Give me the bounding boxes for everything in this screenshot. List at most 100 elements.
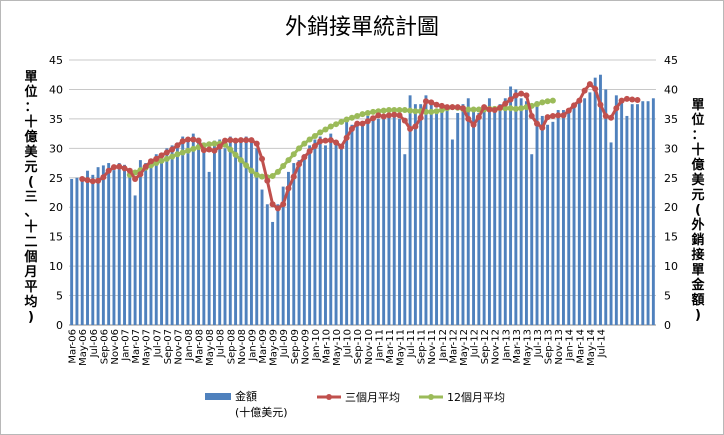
axis-title-char: 元 [691, 188, 704, 203]
point-3m [243, 137, 250, 144]
point-12m [359, 111, 366, 118]
point-3m [317, 138, 324, 145]
x-tick-label: Jul-12 [470, 329, 481, 358]
bar [255, 148, 259, 325]
bar [128, 173, 132, 325]
point-12m [285, 157, 292, 164]
x-tick-label: May-12 [459, 329, 470, 366]
point-3m [385, 112, 392, 119]
point-3m [222, 137, 229, 144]
bar [376, 118, 380, 325]
point-3m [95, 177, 102, 184]
legend-label-bars-unit: (十億美元) [235, 405, 288, 419]
axis-title-char: 接 [691, 247, 704, 263]
bar [551, 121, 555, 325]
bar [387, 113, 391, 325]
bar [514, 89, 518, 325]
y-tick-right: 35 [664, 113, 678, 126]
point-3m [544, 114, 551, 121]
x-tick-label: Jul-09 [279, 329, 290, 358]
point-3m [79, 175, 86, 182]
axis-title-char: 十 [691, 142, 704, 158]
x-tick-label: Jul-10 [343, 329, 354, 358]
legend-marker-3m [326, 394, 332, 400]
bar [138, 160, 142, 325]
point-3m [179, 138, 186, 145]
point-12m [348, 114, 355, 121]
y-tick-right: 5 [664, 290, 671, 303]
bar [366, 115, 370, 325]
bar [435, 110, 438, 325]
point-3m [412, 123, 419, 130]
y-tick-right: 45 [664, 54, 678, 67]
axis-title-char: 平 [24, 280, 37, 295]
bar [466, 98, 470, 326]
point-12m [206, 141, 213, 148]
x-tick-label: Nov-07 [173, 329, 184, 365]
legend-label-12m: 12個月平均 [447, 391, 505, 404]
point-3m [147, 158, 154, 165]
point-12m [227, 146, 234, 153]
y-tick-left: 45 [49, 54, 63, 67]
point-12m [370, 108, 377, 115]
bar [70, 178, 74, 325]
point-12m [253, 171, 260, 178]
point-3m [253, 140, 260, 147]
point-3m [237, 137, 244, 144]
bar [302, 154, 306, 325]
point-3m [417, 114, 424, 121]
axis-title-char: 三 [24, 190, 37, 205]
bar [361, 121, 364, 325]
point-12m [438, 107, 445, 114]
point-3m [481, 104, 488, 111]
y-tick-right: 25 [664, 172, 678, 185]
x-tick-label: Mar-14 [575, 329, 586, 364]
x-tick-label: Sep-08 [226, 329, 237, 364]
point-3m [348, 125, 355, 132]
point-12m [237, 157, 244, 164]
y-tick-right: 20 [664, 201, 678, 214]
axis-title-char: 元 [24, 160, 37, 175]
bar [350, 124, 354, 326]
y-tick-right: 10 [664, 260, 678, 273]
point-3m [555, 112, 562, 119]
point-3m [496, 104, 503, 111]
bar [324, 145, 327, 325]
point-12m [401, 107, 408, 114]
y-tick-left: 35 [49, 113, 63, 126]
point-3m [322, 137, 329, 144]
axis-title-char: 億 [691, 157, 704, 173]
bar [96, 167, 100, 325]
legend-label-3m: 三個月平均 [345, 391, 400, 404]
point-12m [396, 107, 403, 114]
point-12m [296, 145, 303, 152]
point-12m [311, 132, 318, 139]
point-12m [280, 163, 287, 169]
axis-title-char: 單 [24, 70, 37, 85]
bar [339, 148, 343, 325]
point-3m [539, 124, 546, 131]
x-tick-label: May-07 [142, 329, 153, 366]
axis-title-char: 美 [691, 172, 705, 188]
bar [424, 95, 428, 325]
point-12m [174, 151, 181, 158]
point-3m [274, 205, 281, 212]
point-3m [290, 173, 297, 180]
x-tick-label: Jan-08 [184, 329, 195, 362]
bar [546, 124, 550, 326]
bar [170, 145, 174, 325]
point-12m [322, 126, 329, 133]
axis-title-char: ( [695, 203, 701, 218]
x-tick-label: Mar-11 [385, 329, 396, 364]
axis-title-char: 、 [24, 205, 37, 220]
point-3m [296, 161, 303, 168]
axis-title-char: 月 [23, 265, 37, 280]
point-12m [539, 99, 546, 106]
bar [646, 101, 650, 325]
point-3m [613, 105, 620, 112]
point-3m [232, 137, 239, 144]
bar [160, 157, 163, 325]
point-12m [269, 173, 276, 180]
point-12m [470, 106, 477, 113]
